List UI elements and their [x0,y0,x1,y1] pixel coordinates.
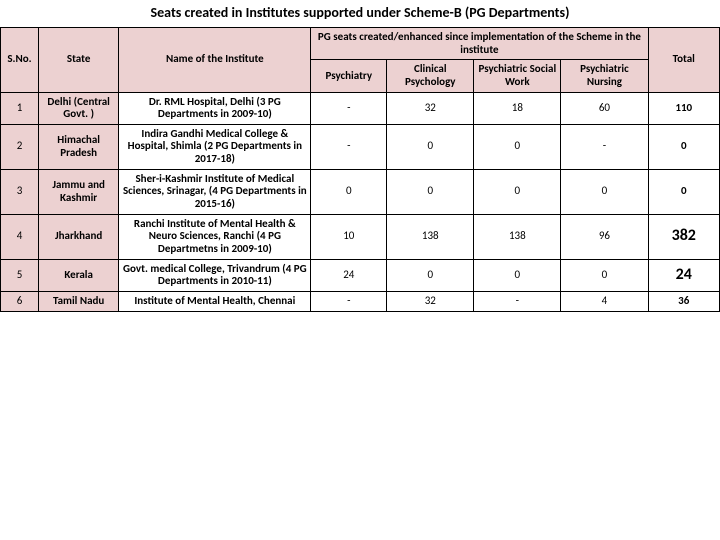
col-nursing: Psychiatric Nursing [561,60,648,92]
col-group: PG seats created/enhanced since implemen… [311,28,648,60]
cell-sno: 1 [1,92,39,124]
cell-psychiatry: 24 [311,259,387,291]
cell-institute: Institute of Mental Health, Chennai [119,291,311,311]
cell-psychiatry: - [311,291,387,311]
cell-nursing: 0 [561,169,648,214]
cell-state: Kerala [38,259,118,291]
col-psychiatry: Psychiatry [311,60,387,92]
col-social-work: Psychiatric Social Work [474,60,561,92]
seats-table: S.No. State Name of the Institute PG sea… [0,27,720,312]
cell-state: Jharkhand [38,214,118,259]
cell-social-work: 0 [474,169,561,214]
page-title: Seats created in Institutes supported un… [0,0,720,27]
cell-clinical: 0 [387,124,474,169]
cell-state: Jammu and Kashmir [38,169,118,214]
cell-social-work: 18 [474,92,561,124]
cell-social-work: - [474,291,561,311]
table-row: 6Tamil NaduInstitute of Mental Health, C… [1,291,720,311]
col-institute: Name of the Institute [119,28,311,93]
col-total: Total [648,28,720,93]
cell-nursing: 0 [561,259,648,291]
cell-total: 0 [648,124,720,169]
cell-clinical: 32 [387,291,474,311]
cell-state: Tamil Nadu [38,291,118,311]
cell-state: Himachal Pradesh [38,124,118,169]
cell-psychiatry: - [311,124,387,169]
table-row: 2Himachal PradeshIndira Gandhi Medical C… [1,124,720,169]
cell-sno: 4 [1,214,39,259]
cell-state: Delhi (Central Govt. ) [38,92,118,124]
cell-clinical: 32 [387,92,474,124]
cell-psychiatry: 10 [311,214,387,259]
col-clinical: Clinical Psychology [387,60,474,92]
cell-clinical: 0 [387,259,474,291]
cell-institute: Ranchi Institute of Mental Health & Neur… [119,214,311,259]
col-state: State [38,28,118,93]
table-row: 5KeralaGovt. medical College, Trivandrum… [1,259,720,291]
col-sno: S.No. [1,28,39,93]
cell-institute: Dr. RML Hospital, Delhi (3 PG Department… [119,92,311,124]
cell-clinical: 0 [387,169,474,214]
cell-social-work: 0 [474,259,561,291]
table-row: 3Jammu and KashmirSher-i-Kashmir Institu… [1,169,720,214]
cell-sno: 3 [1,169,39,214]
table-row: 4JharkhandRanchi Institute of Mental Hea… [1,214,720,259]
cell-clinical: 138 [387,214,474,259]
cell-total: 0 [648,169,720,214]
cell-total: 24 [648,259,720,291]
cell-nursing: 60 [561,92,648,124]
cell-nursing: 96 [561,214,648,259]
cell-social-work: 138 [474,214,561,259]
cell-total: 36 [648,291,720,311]
cell-institute: Sher-i-Kashmir Institute of Medical Scie… [119,169,311,214]
cell-psychiatry: 0 [311,169,387,214]
cell-institute: Indira Gandhi Medical College & Hospital… [119,124,311,169]
cell-nursing: 4 [561,291,648,311]
cell-total: 382 [648,214,720,259]
table-row: 1Delhi (Central Govt. )Dr. RML Hospital,… [1,92,720,124]
cell-total: 110 [648,92,720,124]
cell-nursing: - [561,124,648,169]
cell-institute: Govt. medical College, Trivandrum (4 PG … [119,259,311,291]
cell-sno: 2 [1,124,39,169]
cell-sno: 6 [1,291,39,311]
cell-psychiatry: - [311,92,387,124]
cell-sno: 5 [1,259,39,291]
cell-social-work: 0 [474,124,561,169]
